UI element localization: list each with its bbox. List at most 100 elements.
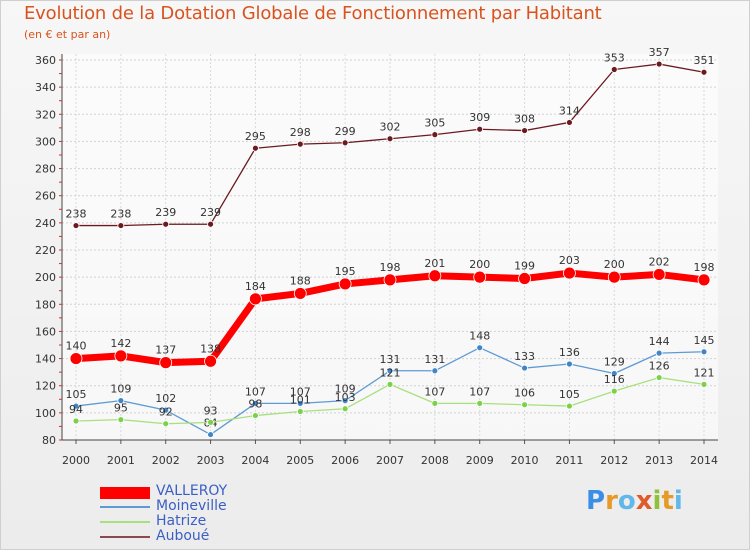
- data-point-moineville: [476, 344, 484, 352]
- legend-item-moineville: Moineville: [100, 498, 320, 514]
- data-label-moineville: 109: [335, 383, 356, 396]
- data-label-valleroy: 138: [200, 342, 221, 355]
- data-point-aubou: [521, 127, 528, 134]
- x-tick-label: 2007: [376, 454, 404, 467]
- logo-letter: i: [652, 486, 662, 516]
- data-label-valleroy: 202: [649, 255, 670, 268]
- data-point-hatrize: [207, 418, 214, 426]
- data-point-hatrize: [476, 399, 484, 407]
- x-tick-label: 2006: [331, 454, 359, 467]
- data-label-aubou: 238: [110, 208, 131, 221]
- data-label-valleroy: 198: [380, 261, 401, 274]
- data-label-aubou: 351: [694, 54, 715, 67]
- data-point-aubou: [72, 222, 80, 229]
- data-point-aubou: [566, 119, 573, 126]
- data-point-hatrize: [655, 374, 663, 381]
- data-point-valleroy: [204, 354, 217, 368]
- logo-letter: i: [673, 486, 683, 516]
- legend-item-auboue: Auboué: [100, 528, 320, 544]
- y-tick-label: 320: [35, 108, 56, 121]
- data-label-aubou: 309: [469, 111, 490, 124]
- legend-label-hatrize: Hatrize: [156, 513, 207, 529]
- data-point-moineville: [207, 431, 214, 438]
- data-point-hatrize: [296, 408, 304, 415]
- data-label-hatrize: 105: [559, 388, 580, 401]
- y-tick-label: 80: [42, 434, 56, 447]
- logo-letter: t: [661, 486, 674, 516]
- legend-item-valleroy: VALLEROY: [100, 483, 320, 499]
- logo-letter: o: [617, 486, 636, 516]
- data-point-hatrize: [72, 417, 80, 425]
- y-tick-label: 360: [35, 54, 56, 67]
- data-label-moineville: 145: [694, 334, 715, 347]
- data-label-hatrize: 98: [248, 398, 262, 411]
- data-label-valleroy: 200: [604, 258, 625, 271]
- data-label-valleroy: 140: [66, 340, 87, 353]
- data-point-aubou: [117, 222, 125, 229]
- data-point-moineville: [655, 349, 663, 357]
- x-tick-label: 2000: [62, 454, 90, 467]
- data-label-moineville: 102: [155, 392, 176, 405]
- data-point-valleroy: [652, 268, 666, 281]
- data-point-aubou: [296, 140, 304, 148]
- x-tick-label: 2008: [421, 454, 449, 467]
- data-label-moineville: 107: [245, 385, 266, 398]
- data-label-valleroy: 137: [155, 344, 176, 357]
- data-point-hatrize: [700, 380, 708, 388]
- data-label-moineville: 131: [380, 353, 401, 366]
- data-label-hatrize: 95: [114, 402, 128, 415]
- data-label-aubou: 239: [155, 206, 176, 219]
- y-tick-label: 160: [35, 325, 56, 338]
- data-point-moineville: [610, 370, 618, 377]
- data-point-hatrize: [341, 405, 349, 413]
- data-label-valleroy: 142: [110, 337, 131, 350]
- data-point-hatrize: [162, 420, 170, 428]
- data-point-hatrize: [431, 399, 439, 407]
- data-label-aubou: 295: [245, 130, 266, 143]
- data-label-aubou: 302: [380, 121, 401, 134]
- data-point-aubou: [341, 139, 349, 147]
- data-label-hatrize: 107: [424, 385, 445, 398]
- data-label-moineville: 144: [649, 335, 670, 348]
- data-point-moineville: [252, 399, 259, 407]
- legend-swatch-auboue: [100, 536, 150, 538]
- data-point-hatrize: [610, 387, 618, 395]
- logo-letter: x: [635, 486, 653, 516]
- data-point-moineville: [162, 406, 170, 414]
- data-label-hatrize: 101: [290, 394, 311, 407]
- data-label-moineville: 105: [66, 388, 87, 401]
- data-label-hatrize: 107: [469, 385, 490, 398]
- data-label-hatrize: 103: [335, 391, 356, 404]
- data-label-aubou: 308: [514, 113, 535, 126]
- data-point-moineville: [566, 360, 573, 368]
- x-tick-label: 2003: [197, 454, 225, 467]
- data-point-moineville: [431, 367, 439, 375]
- proxiti-logo: Proxiti: [586, 486, 683, 516]
- x-tick-label: 2002: [152, 454, 180, 467]
- logo-letter: P: [586, 486, 606, 516]
- data-point-valleroy: [159, 356, 173, 370]
- legend: VALLEROY Moineville Hatrize Auboué: [100, 483, 320, 544]
- data-point-valleroy: [249, 292, 262, 306]
- data-point-moineville: [117, 397, 125, 405]
- chart-subtitle: (en € et par an): [24, 28, 111, 41]
- data-point-moineville: [386, 367, 394, 375]
- data-point-aubou: [610, 66, 618, 73]
- data-point-hatrize: [566, 402, 573, 410]
- data-point-aubou: [207, 220, 214, 228]
- x-tick-label: 2013: [645, 454, 673, 467]
- data-label-hatrize: 92: [159, 406, 173, 419]
- data-point-valleroy: [114, 349, 128, 363]
- y-tick-label: 200: [35, 271, 56, 284]
- data-point-hatrize: [117, 416, 125, 424]
- data-point-valleroy: [338, 277, 352, 291]
- data-label-hatrize: 93: [204, 404, 218, 417]
- y-tick-label: 100: [35, 407, 56, 420]
- data-label-valleroy: 200: [469, 258, 490, 271]
- x-tick-label: 2005: [286, 454, 314, 467]
- data-label-valleroy: 203: [559, 254, 580, 267]
- legend-swatch-valleroy: [100, 487, 150, 499]
- y-tick-label: 340: [35, 81, 56, 94]
- data-point-hatrize: [521, 401, 528, 409]
- y-tick-label: 300: [35, 135, 56, 148]
